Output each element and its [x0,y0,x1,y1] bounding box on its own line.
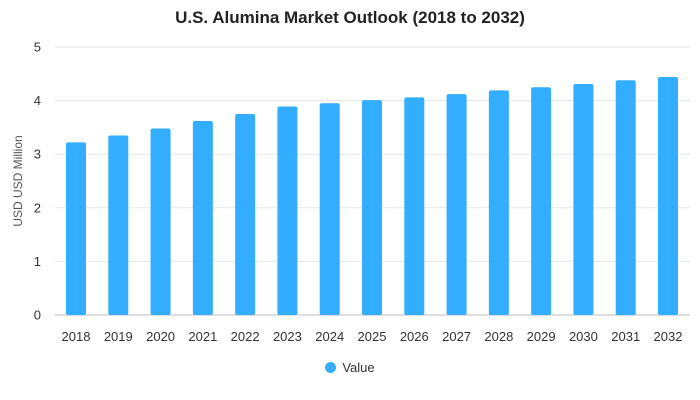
x-tick-label: 2023 [273,329,302,344]
bar[interactable] [531,87,552,315]
x-tick-label: 2024 [315,329,344,344]
bars [66,77,678,316]
y-tick-label: 0 [34,308,41,323]
x-tick-label: 2027 [442,329,471,344]
legend: Value [0,360,700,375]
x-tick-label: 2025 [358,329,387,344]
y-tick-label: 3 [34,147,41,162]
y-tick-label: 2 [34,200,41,215]
bar[interactable] [615,80,636,316]
bar[interactable] [488,90,509,315]
bar[interactable] [319,103,340,315]
y-axis-ticks: 0 1 2 3 4 5 [34,40,41,323]
x-tick-label: 2032 [654,329,683,344]
x-tick-label: 2028 [484,329,513,344]
bar[interactable] [277,106,298,315]
bar[interactable] [573,83,594,315]
bar[interactable] [658,77,678,316]
x-tick-label: 2019 [104,329,133,344]
legend-marker [325,362,337,373]
x-tick-label: 2030 [569,329,598,344]
y-tick-label: 5 [34,40,41,55]
x-tick-label: 2020 [146,329,175,344]
bar[interactable] [66,142,86,315]
x-tick-label: 2022 [231,329,260,344]
bar[interactable] [362,100,382,316]
x-tick-label: 2026 [400,329,429,344]
x-tick-label: 2018 [62,329,91,344]
y-axis-title: USD USD Million [11,135,25,226]
bar[interactable] [446,94,467,315]
chart-title: U.S. Alumina Market Outlook (2018 to 203… [175,8,525,27]
bar[interactable] [192,120,213,315]
bar[interactable] [235,114,256,315]
y-tick-label: 1 [34,254,41,269]
y-tick-label: 4 [34,93,41,108]
bar[interactable] [150,128,171,315]
x-tick-label: 2021 [188,329,217,344]
bar[interactable] [108,135,129,315]
bar[interactable] [404,97,425,315]
legend-label: Value [342,360,375,375]
x-axis-ticks: 2018 2019 2020 2021 2022 2023 2024 2025 2026 2027… [62,329,683,344]
x-tick-label: 2031 [611,329,640,344]
x-tick-label: 2029 [527,329,556,344]
